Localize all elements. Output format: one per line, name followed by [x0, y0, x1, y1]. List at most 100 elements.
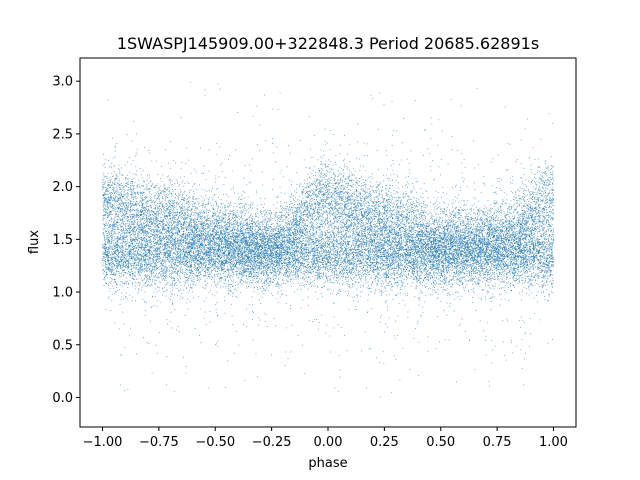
- data-point: [464, 249, 466, 251]
- data-point: [346, 243, 348, 245]
- data-point: [141, 255, 143, 257]
- data-point: [130, 246, 132, 247]
- data-point: [528, 287, 529, 289]
- data-point: [478, 229, 480, 231]
- data-point: [493, 250, 495, 251]
- data-point: [132, 260, 134, 262]
- data-point: [267, 254, 269, 256]
- data-point: [446, 270, 447, 272]
- data-point: [518, 214, 520, 216]
- data-point: [355, 199, 356, 201]
- data-point: [420, 250, 421, 252]
- data-point: [268, 238, 270, 240]
- data-point: [238, 203, 240, 204]
- data-point: [327, 197, 329, 199]
- data-point: [130, 236, 132, 238]
- data-point: [166, 289, 168, 291]
- data-point: [523, 230, 525, 232]
- data-point: [505, 244, 507, 246]
- data-point: [159, 268, 161, 270]
- data-point: [515, 248, 516, 250]
- data-point: [157, 193, 159, 194]
- data-point: [543, 253, 545, 255]
- data-point: [541, 234, 543, 235]
- data-point: [178, 269, 180, 271]
- data-point: [270, 253, 272, 255]
- data-point: [474, 369, 476, 371]
- data-point: [375, 209, 377, 211]
- data-point: [376, 283, 378, 284]
- data-point: [548, 180, 550, 181]
- data-point: [540, 233, 541, 235]
- data-point: [500, 293, 502, 295]
- data-point: [111, 266, 113, 268]
- data-point: [456, 258, 458, 260]
- data-point: [524, 271, 526, 272]
- data-point: [523, 206, 525, 207]
- data-point: [230, 254, 232, 256]
- data-point: [405, 228, 407, 230]
- data-point: [184, 265, 185, 267]
- data-point: [173, 217, 174, 219]
- data-point: [268, 285, 270, 287]
- data-point: [262, 233, 264, 235]
- data-point: [533, 210, 535, 212]
- data-point: [524, 238, 526, 240]
- data-point: [202, 240, 203, 241]
- data-point: [347, 193, 349, 195]
- data-point: [224, 263, 226, 265]
- data-point: [443, 282, 445, 284]
- data-point: [204, 281, 206, 282]
- data-point: [252, 312, 254, 313]
- data-point: [316, 178, 318, 180]
- data-point: [339, 205, 341, 207]
- data-point: [132, 178, 134, 180]
- data-point: [144, 199, 145, 201]
- data-point: [428, 213, 430, 214]
- data-point: [111, 173, 113, 174]
- data-point: [104, 183, 106, 184]
- data-point: [539, 285, 540, 287]
- data-point: [342, 227, 344, 229]
- data-point: [319, 197, 321, 198]
- data-point: [183, 191, 185, 193]
- data-point: [266, 237, 268, 239]
- data-point: [110, 269, 112, 270]
- data-point: [539, 319, 541, 321]
- data-point: [217, 314, 218, 316]
- data-point: [514, 237, 515, 239]
- data-point: [359, 263, 361, 265]
- data-point: [509, 209, 511, 210]
- data-point: [123, 195, 125, 197]
- data-point: [394, 233, 396, 234]
- data-point: [522, 229, 524, 231]
- data-point: [265, 266, 267, 268]
- data-point: [144, 261, 146, 263]
- data-point: [153, 245, 155, 247]
- data-point: [140, 256, 142, 258]
- data-point: [111, 243, 112, 245]
- data-point: [127, 388, 129, 390]
- data-point: [257, 259, 259, 260]
- data-point: [106, 248, 108, 250]
- data-point: [224, 296, 226, 298]
- data-point: [535, 216, 537, 218]
- data-point: [225, 213, 226, 214]
- data-point: [325, 280, 327, 282]
- data-point: [429, 278, 431, 280]
- data-point: [353, 199, 354, 201]
- data-point: [183, 176, 185, 178]
- data-point: [227, 290, 229, 292]
- data-point: [319, 262, 321, 264]
- data-point: [245, 281, 247, 283]
- data-point: [446, 251, 448, 253]
- data-point: [196, 231, 198, 233]
- data-point: [349, 175, 350, 177]
- data-point: [335, 155, 337, 157]
- data-point: [509, 270, 511, 272]
- data-point: [359, 232, 360, 233]
- data-point: [360, 250, 362, 252]
- data-point: [408, 199, 410, 201]
- data-point: [468, 216, 470, 217]
- data-point: [119, 226, 121, 228]
